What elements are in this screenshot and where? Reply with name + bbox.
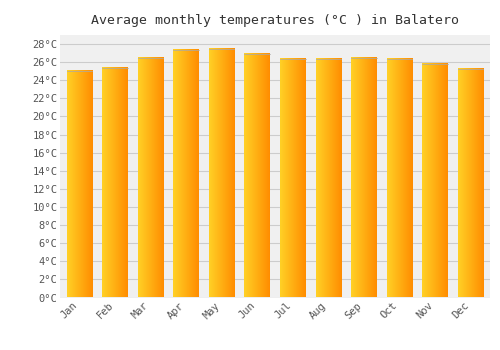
Title: Average monthly temperatures (°C ) in Balatero: Average monthly temperatures (°C ) in Ba… [91,14,459,27]
